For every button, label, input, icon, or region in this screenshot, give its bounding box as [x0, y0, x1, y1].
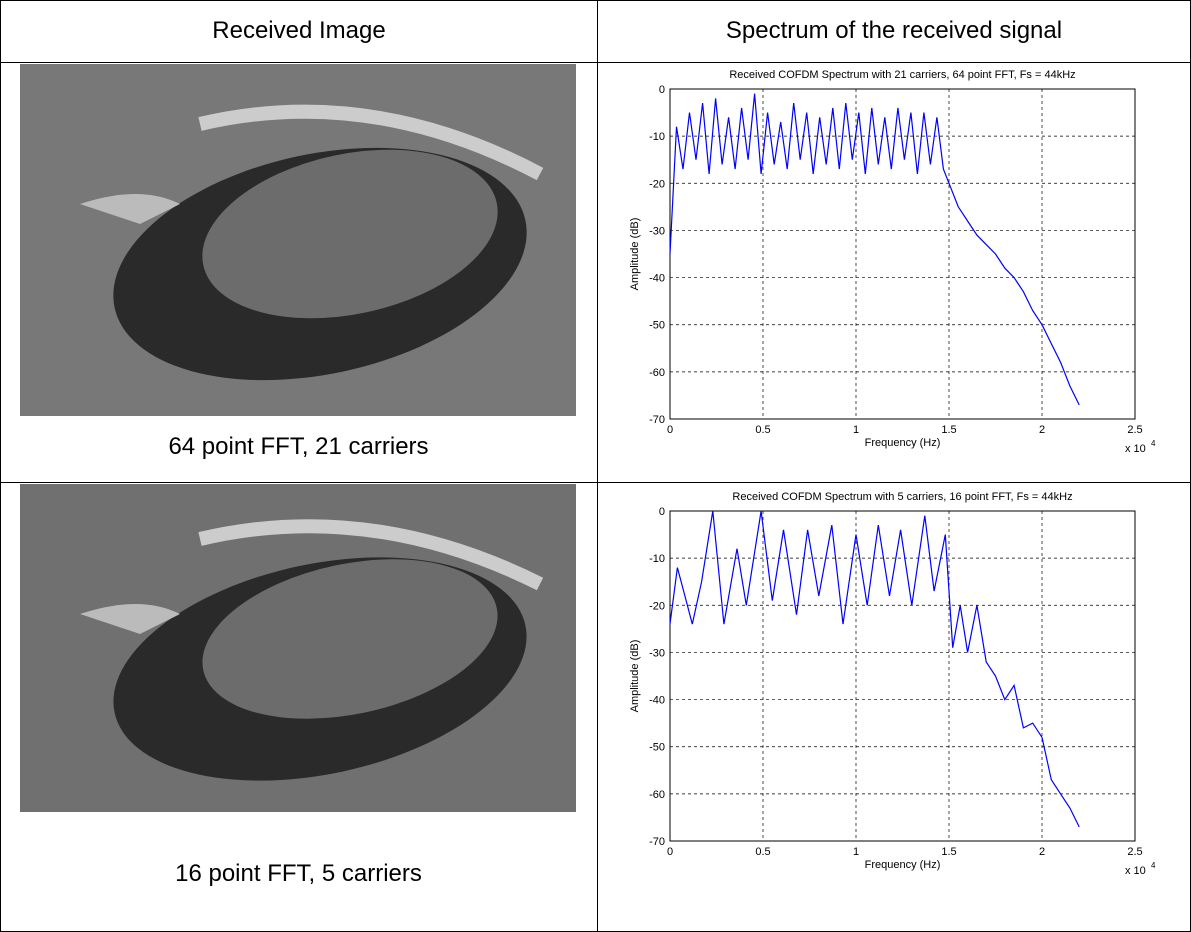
y-tick-label: -60	[649, 367, 665, 379]
y-tick-label: -40	[649, 273, 665, 285]
spectrum-chart: Received COFDM Spectrum with 21 carriers…	[629, 69, 1156, 455]
x-tick-label: 2	[1039, 846, 1045, 858]
header: Spectrum of the received signal	[725, 17, 1063, 44]
caption: 64 point FFT, 21 carriers	[168, 433, 429, 460]
x-tick-label: 0	[667, 846, 673, 858]
x-tick-label: 0	[667, 424, 673, 436]
y-tick-label: -20	[649, 178, 665, 190]
spectrum-chart: Received COFDM Spectrum with 5 carriers,…	[629, 491, 1156, 877]
y-tick-label: -40	[649, 695, 665, 707]
y-tick-label: -50	[649, 320, 665, 332]
x-tick-label: 1	[853, 846, 859, 858]
x-axis-label: Frequency (Hz)	[865, 859, 941, 871]
header-cell: Spectrum of the received signal	[597, 0, 1191, 63]
x-tick-label: 0.5	[755, 424, 770, 436]
y-tick-label: -60	[649, 789, 665, 801]
y-tick-label: 0	[659, 84, 665, 96]
x-tick-label: 1	[853, 424, 859, 436]
y-tick-label: -30	[649, 225, 665, 237]
caption: 16 point FFT, 5 carriers	[175, 860, 422, 887]
y-axis-label: Amplitude (dB)	[629, 218, 641, 291]
x-tick-label: 2	[1039, 424, 1045, 436]
plot-frame	[669, 88, 1136, 420]
received-image	[20, 484, 576, 812]
x-scale-exponent: 4	[1151, 439, 1156, 448]
y-axis-label: Amplitude (dB)	[629, 640, 641, 713]
plot-frame	[669, 510, 1136, 842]
spectrum-line	[669, 510, 1080, 828]
x-tick-label: 2.5	[1127, 424, 1142, 436]
y-tick-label: -70	[649, 414, 665, 426]
x-tick-label: 2.5	[1127, 846, 1142, 858]
x-axis-label: Frequency (Hz)	[865, 437, 941, 449]
y-tick-label: -20	[649, 600, 665, 612]
y-tick-label: -30	[649, 647, 665, 659]
x-scale-label: x 10	[1125, 443, 1146, 455]
x-scale-label: x 10	[1125, 865, 1146, 877]
chart-title: Received COFDM Spectrum with 5 carriers,…	[732, 491, 1072, 503]
x-tick-label: 1.5	[941, 424, 956, 436]
x-tick-label: 0.5	[755, 846, 770, 858]
header-cell: Received Image	[0, 0, 598, 63]
spectrum-line	[669, 93, 1080, 406]
y-tick-label: -10	[649, 131, 665, 143]
y-tick-label: -70	[649, 836, 665, 848]
x-scale-exponent: 4	[1151, 861, 1156, 870]
x-tick-label: 1.5	[941, 846, 956, 858]
header: Received Image	[212, 17, 386, 44]
y-tick-label: 0	[659, 506, 665, 518]
chart-title: Received COFDM Spectrum with 21 carriers…	[729, 69, 1075, 81]
y-tick-label: -50	[649, 742, 665, 754]
y-tick-label: -10	[649, 553, 665, 565]
received-image	[20, 64, 576, 416]
